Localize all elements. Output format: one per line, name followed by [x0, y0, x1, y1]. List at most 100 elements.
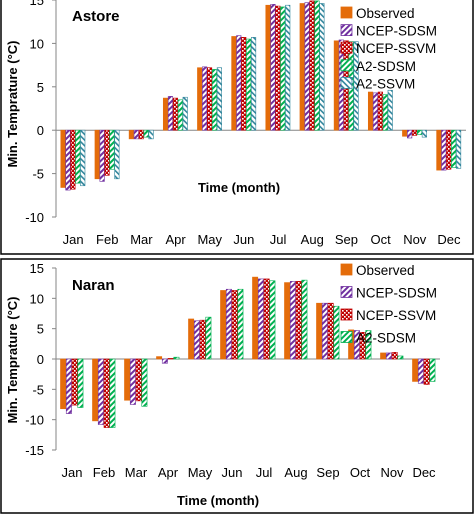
bar — [319, 3, 325, 131]
bar — [348, 329, 355, 360]
bar — [417, 358, 424, 384]
bar — [99, 129, 105, 182]
bar — [80, 129, 86, 187]
bar — [114, 129, 120, 180]
y-axis-label: Min. Temprature (°C) — [5, 296, 20, 423]
bar — [202, 66, 208, 131]
bar — [197, 67, 203, 131]
bar — [77, 358, 84, 408]
y-tick-label: 5 — [37, 80, 44, 95]
bar — [353, 330, 360, 360]
bar — [138, 129, 144, 140]
bar — [380, 352, 387, 360]
bar — [173, 356, 180, 360]
panel-frame-naran — [0, 258, 474, 514]
bar — [65, 358, 72, 414]
panel-frame-astore — [0, 0, 474, 255]
bar — [411, 129, 418, 136]
bar — [70, 129, 76, 190]
bar — [446, 129, 452, 170]
bar — [382, 94, 388, 131]
bar — [429, 358, 436, 382]
bar — [402, 129, 408, 137]
x-tick-label: Sep — [335, 232, 358, 247]
panel-title: Astore — [72, 8, 120, 25]
y-tick-label: 0 — [37, 123, 44, 138]
bar — [316, 302, 323, 360]
bar — [252, 276, 259, 360]
bar — [265, 4, 271, 131]
bar — [65, 129, 71, 191]
bar — [289, 281, 296, 360]
x-tick-label: Oct — [370, 232, 391, 247]
bar — [92, 358, 99, 422]
x-tick-label: Jul — [256, 465, 273, 480]
bar — [270, 4, 276, 131]
legend-label: Observed — [356, 263, 415, 278]
bar — [129, 358, 136, 405]
bar — [143, 129, 149, 138]
panel-title: Naran — [72, 277, 115, 294]
legend-swatch — [340, 77, 353, 89]
bar — [60, 129, 66, 188]
bar — [455, 129, 462, 169]
bar — [205, 316, 212, 360]
bar — [284, 282, 291, 360]
x-tick-label: Mar — [125, 465, 148, 480]
bar — [199, 319, 206, 360]
bar — [385, 352, 392, 360]
bar — [156, 356, 163, 360]
bar — [94, 129, 100, 180]
bar — [246, 38, 252, 131]
bar — [97, 358, 104, 425]
bar — [353, 41, 359, 131]
legend-label: A2-SDSM — [356, 59, 416, 74]
bar — [177, 99, 183, 131]
bar — [225, 288, 232, 360]
legend-swatch — [340, 41, 353, 54]
bar — [263, 278, 270, 360]
x-tick-label: Feb — [96, 232, 118, 247]
bar — [128, 129, 134, 140]
bar — [309, 0, 315, 131]
x-tick-label: Nov — [380, 465, 404, 480]
y-tick-label: -10 — [25, 413, 44, 428]
bar — [60, 358, 67, 410]
bar — [211, 69, 218, 131]
legend-swatch — [340, 286, 353, 298]
x-tick-label: Jun — [222, 465, 243, 480]
x-tick-label: Mar — [130, 232, 153, 247]
bar — [377, 91, 383, 131]
x-tick-label: Jan — [62, 465, 83, 480]
bar — [216, 67, 222, 131]
x-tick-label: Oct — [350, 465, 371, 480]
bar — [441, 129, 447, 171]
x-tick-label: Apr — [165, 232, 186, 247]
bar — [124, 358, 131, 401]
y-tick-label: 15 — [30, 261, 44, 276]
x-tick-label: Nov — [403, 232, 427, 247]
bar — [251, 37, 257, 131]
y-tick-label: 15 — [30, 0, 44, 8]
bar — [182, 96, 188, 131]
legend-swatch — [340, 59, 353, 72]
x-tick-label: Feb — [93, 465, 115, 480]
x-tick-label: Dec — [437, 232, 461, 247]
bar — [257, 278, 264, 360]
y-axis-label: Min. Temprature (°C) — [5, 40, 20, 167]
bar — [103, 358, 110, 428]
bar — [148, 129, 154, 140]
legend-label: A2-SSVM — [356, 76, 415, 91]
x-tick-label: Sep — [316, 465, 339, 480]
bar — [333, 40, 339, 131]
legend-label: NCEP-SDSM — [356, 286, 437, 301]
y-tick-label: 10 — [30, 291, 44, 306]
x-tick-label: Jul — [270, 232, 287, 247]
legend-swatch — [340, 331, 353, 343]
y-tick-label: -15 — [25, 443, 44, 458]
x-tick-label: Apr — [158, 465, 179, 480]
bar — [241, 37, 247, 131]
y-tick-label: -5 — [32, 167, 44, 182]
